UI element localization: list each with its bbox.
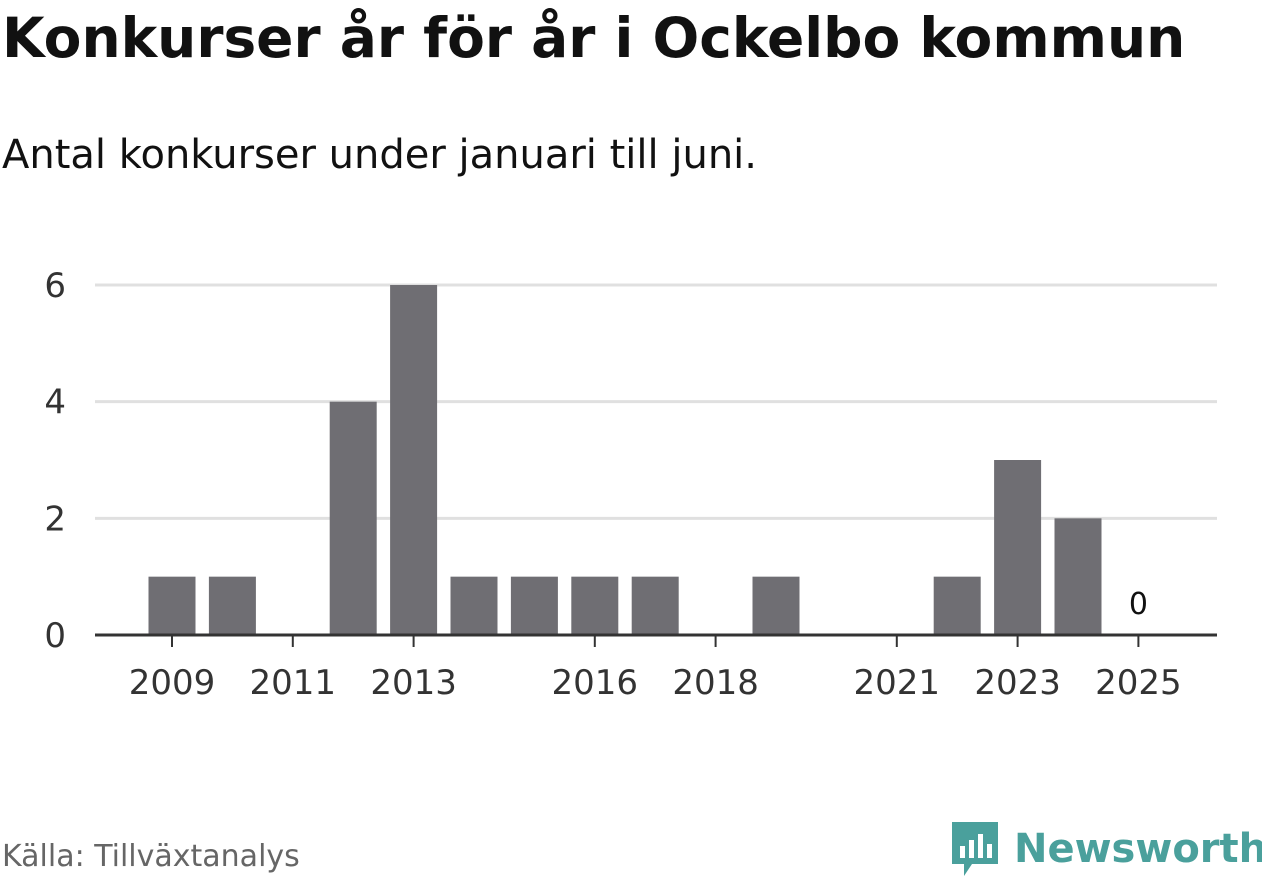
grid-lines	[95, 283, 1217, 520]
axes	[95, 633, 1217, 647]
x-tick-label: 2016	[552, 663, 639, 703]
brand-logo: Newsworthy	[950, 818, 1262, 880]
bar-2016	[571, 576, 619, 635]
labels: 0 2 4 6 2009 2011 2013 2016 2018 2021 2023 2025 0	[44, 266, 1181, 703]
x-tick-label: 2025	[1095, 663, 1182, 703]
bar-2023	[994, 460, 1042, 635]
bar-2022	[933, 576, 981, 635]
y-tick-label: 6	[44, 266, 66, 306]
y-tick-label: 2	[44, 499, 66, 539]
x-tick-label: 2021	[854, 663, 941, 703]
newsworthy-logo-icon	[952, 822, 998, 876]
bar-2013	[390, 285, 438, 635]
y-tick-label: 0	[44, 616, 66, 656]
source-note: Källa: Tillväxtanalys	[2, 839, 300, 874]
bar-2024	[1054, 518, 1102, 635]
x-tick-label: 2011	[250, 663, 337, 703]
bar-2009	[148, 576, 196, 635]
x-tick-label: 2013	[370, 663, 457, 703]
x-tick-label: 2023	[974, 663, 1061, 703]
bar-2017	[631, 576, 679, 635]
data-label: 0	[1129, 587, 1148, 622]
bar-2014	[450, 576, 498, 635]
bar-2015	[510, 576, 558, 635]
bar-2019	[752, 576, 800, 635]
bar-2012	[329, 401, 377, 635]
brand-name: Newsworthy	[1014, 826, 1262, 872]
chart-title: Konkurser år för år i Ockelbo kommun	[2, 6, 1186, 70]
chart-subtitle: Antal konkurser under januari till juni.	[2, 132, 757, 178]
bar-2010	[208, 576, 256, 635]
x-tick-label: 2009	[129, 663, 216, 703]
x-tick-label: 2018	[672, 663, 759, 703]
y-tick-label: 4	[44, 383, 66, 423]
bars	[148, 285, 1102, 635]
